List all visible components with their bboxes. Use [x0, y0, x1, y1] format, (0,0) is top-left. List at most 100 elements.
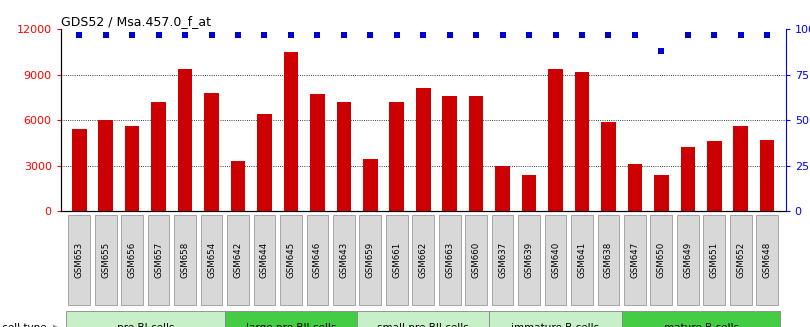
Bar [68, 215, 90, 305]
Text: GSM663: GSM663 [446, 242, 454, 278]
Bar [544, 215, 566, 305]
Point [708, 32, 721, 38]
Text: GSM658: GSM658 [181, 242, 190, 278]
Bar [601, 122, 616, 211]
Bar [518, 215, 540, 305]
Bar [442, 96, 457, 211]
Point [205, 32, 218, 38]
Bar [677, 215, 699, 305]
Text: ▶: ▶ [53, 323, 60, 327]
Point [681, 32, 694, 38]
Point [549, 32, 562, 38]
Text: GSM653: GSM653 [75, 242, 83, 278]
Text: large pre-BII cells: large pre-BII cells [245, 323, 336, 327]
Bar [227, 215, 249, 305]
Point [761, 32, 774, 38]
Bar [72, 129, 87, 211]
Text: GSM639: GSM639 [525, 242, 534, 278]
Bar [575, 72, 589, 211]
Bar [496, 165, 509, 211]
Bar [571, 215, 593, 305]
Text: GSM647: GSM647 [630, 242, 639, 278]
Point [232, 32, 245, 38]
Bar [357, 311, 489, 327]
Bar [522, 175, 536, 211]
Bar [95, 215, 117, 305]
Point [258, 32, 271, 38]
Point [522, 32, 535, 38]
Text: immature B cells: immature B cells [511, 323, 599, 327]
Point [470, 32, 483, 38]
Bar [650, 215, 672, 305]
Point [602, 32, 615, 38]
Text: GSM656: GSM656 [128, 242, 137, 278]
Bar [703, 215, 725, 305]
Bar [390, 102, 404, 211]
Bar [258, 114, 271, 211]
Bar [306, 215, 328, 305]
Bar [147, 215, 169, 305]
Text: GSM660: GSM660 [471, 242, 480, 278]
Text: GSM662: GSM662 [419, 242, 428, 278]
Bar [492, 215, 514, 305]
Point [179, 32, 192, 38]
Text: GSM661: GSM661 [392, 242, 401, 278]
Point [654, 49, 667, 54]
Point [629, 32, 642, 38]
Point [73, 32, 86, 38]
Text: GSM651: GSM651 [710, 242, 718, 278]
Bar [333, 215, 355, 305]
Text: GSM659: GSM659 [366, 242, 375, 278]
Bar [174, 215, 196, 305]
Text: GSM640: GSM640 [551, 242, 560, 278]
Bar [151, 102, 166, 211]
Point [100, 32, 113, 38]
Bar [733, 126, 748, 211]
Text: GSM645: GSM645 [287, 242, 296, 278]
Text: pre-BI cells: pre-BI cells [117, 323, 174, 327]
Bar [178, 69, 193, 211]
Point [496, 32, 509, 38]
Text: mature B cells: mature B cells [663, 323, 739, 327]
Text: GSM641: GSM641 [578, 242, 586, 278]
Bar [654, 175, 668, 211]
Point [416, 32, 429, 38]
Text: GSM643: GSM643 [339, 242, 348, 278]
Text: GSM652: GSM652 [736, 242, 745, 278]
Bar [548, 69, 563, 211]
Bar [628, 164, 642, 211]
Text: GSM657: GSM657 [154, 242, 163, 278]
Bar [204, 93, 219, 211]
Bar [201, 215, 223, 305]
Text: GSM649: GSM649 [684, 242, 693, 278]
Bar [489, 311, 621, 327]
Bar [730, 215, 752, 305]
Bar [122, 215, 143, 305]
Bar [254, 215, 275, 305]
Bar [416, 88, 430, 211]
Bar [125, 126, 139, 211]
Bar [621, 311, 780, 327]
Text: GSM642: GSM642 [233, 242, 242, 278]
Bar [66, 311, 225, 327]
Text: small pre-BII cells: small pre-BII cells [377, 323, 469, 327]
Bar [280, 215, 302, 305]
Text: cell type: cell type [2, 323, 46, 327]
Text: GSM644: GSM644 [260, 242, 269, 278]
Bar [99, 120, 113, 211]
Bar [439, 215, 461, 305]
Point [152, 32, 165, 38]
Point [575, 32, 588, 38]
Bar [760, 140, 774, 211]
Point [284, 32, 297, 38]
Bar [386, 215, 407, 305]
Bar [231, 161, 245, 211]
Text: GSM650: GSM650 [657, 242, 666, 278]
Text: GSM654: GSM654 [207, 242, 216, 278]
Bar [337, 102, 351, 211]
Bar [465, 215, 487, 305]
Text: GSM655: GSM655 [101, 242, 110, 278]
Point [311, 32, 324, 38]
Point [126, 32, 139, 38]
Bar [412, 215, 434, 305]
